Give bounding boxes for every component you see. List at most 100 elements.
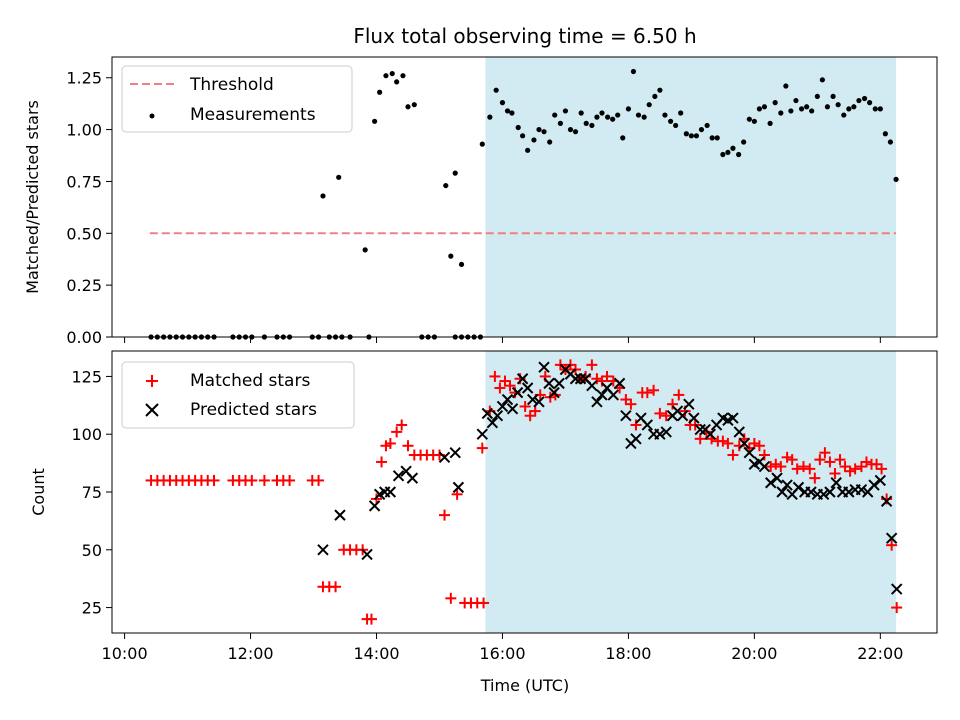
measurement-point [541,129,547,135]
predicted-stars-point [406,472,419,484]
predicted-stars-point [596,389,608,401]
predicted-stars-point [688,412,700,424]
measurement-point [620,135,626,141]
predicted-stars-point [855,483,868,496]
legend-threshold-label: Threshold [189,75,274,95]
predicted-stars-point [496,400,509,413]
measurement-point [599,110,605,116]
measurement-point [443,182,449,189]
predicted-stars-point [591,396,603,408]
measurement-point [882,131,888,137]
predicted-stars-point [553,377,565,390]
measurement-point [736,151,742,158]
predicted-stars-point [758,460,771,473]
measurement-point [652,93,658,100]
predicted-stars-point [486,416,499,429]
measurement-point [783,83,789,89]
predicted-stars-point [317,544,329,556]
measurement-point [499,100,506,106]
measurement-point [841,112,847,118]
measurement-point [594,114,600,120]
matched-stars-point [758,449,770,461]
measurement-point [709,135,715,141]
matched-stars-point [797,461,809,473]
matched-stars-point [478,597,490,609]
x-tick-label: 12:00 [227,644,273,663]
measurement-point [552,112,558,118]
measurement-point [411,102,417,108]
y-tick-label: 1.25 [66,69,102,88]
legend-measurements-swatch [149,113,155,119]
predicted-stars-point [521,382,534,394]
matched-stars-point [834,454,846,466]
matched-stars-point [876,463,888,475]
measurement-point [520,133,526,139]
predicted-stars-point [704,428,716,440]
predicted-stars-point [526,393,539,406]
matched-stars-point [365,613,377,625]
matched-stars-point [849,463,861,475]
predicted-stars-point [880,495,893,507]
matched-stars-point [786,454,798,466]
measurement-point [830,93,836,100]
measurement-point [400,73,406,79]
measurement-point [504,108,511,114]
measurement-point [809,108,815,114]
predicted-stars-point [792,481,805,494]
legend-matched-swatch [146,375,158,387]
measurement-point [547,139,553,145]
measurement-point [861,95,868,102]
predicted-stars-point [660,426,672,438]
predicted-stars-point [630,433,642,445]
predicted-stars-point [543,377,555,390]
measurement-point [683,131,689,137]
matched-stars-point [396,419,408,431]
count-panel: 25 50 75 100 125 10:00 12:00 14:00 16:00 18:00 20… [29,350,938,695]
matched-stars-point [829,468,841,480]
predicted-stars-point [449,446,461,459]
predicted-stars-point [843,486,855,498]
measurement-point [583,120,589,126]
count-legend: Matched stars Predicted stars [121,361,355,429]
measurement-point [730,145,736,151]
measurement-point [819,77,825,83]
predicted-stars-point [334,509,346,521]
matched-stars-point [666,398,678,410]
matched-stars-point [886,539,898,551]
measurement-point [824,104,831,110]
matched-stars-point [402,440,414,452]
y-tick-label: 50 [82,541,102,560]
matched-stars-point [439,509,451,521]
predicted-stars-point [392,470,405,482]
measurement-point [562,108,569,114]
matched-stars-point [804,463,816,475]
matched-stars-point [765,461,777,473]
matched-stars-point [313,474,325,486]
measurement-point [493,87,499,93]
predicted-stars-point [776,486,788,498]
matched-stars-point [791,463,803,475]
measurement-point [720,151,726,158]
matched-stars-point [860,456,872,468]
measurement-point [814,93,820,100]
predicted-stars-point [607,389,620,401]
matched-stars-point [727,449,739,461]
measurement-point [487,114,493,120]
matched-stars-point [824,456,836,468]
predicted-stars-point [481,407,494,420]
measurement-point [479,141,485,147]
matched-stars-point [376,456,388,468]
y-tick-label: 0.25 [66,276,102,295]
measurement-point [788,108,794,114]
predicted-stars-point [824,486,836,498]
predicted-stars-point [805,486,817,498]
predicted-stars-point [683,398,695,410]
predicted-stars-point [727,412,739,424]
measurement-point [887,139,893,145]
matched-stars-point [391,426,403,438]
predicted-stars-point [491,410,504,422]
count-legend-box [121,361,355,429]
predicted-stars-point [501,393,514,406]
matched-stars-point [519,400,531,412]
